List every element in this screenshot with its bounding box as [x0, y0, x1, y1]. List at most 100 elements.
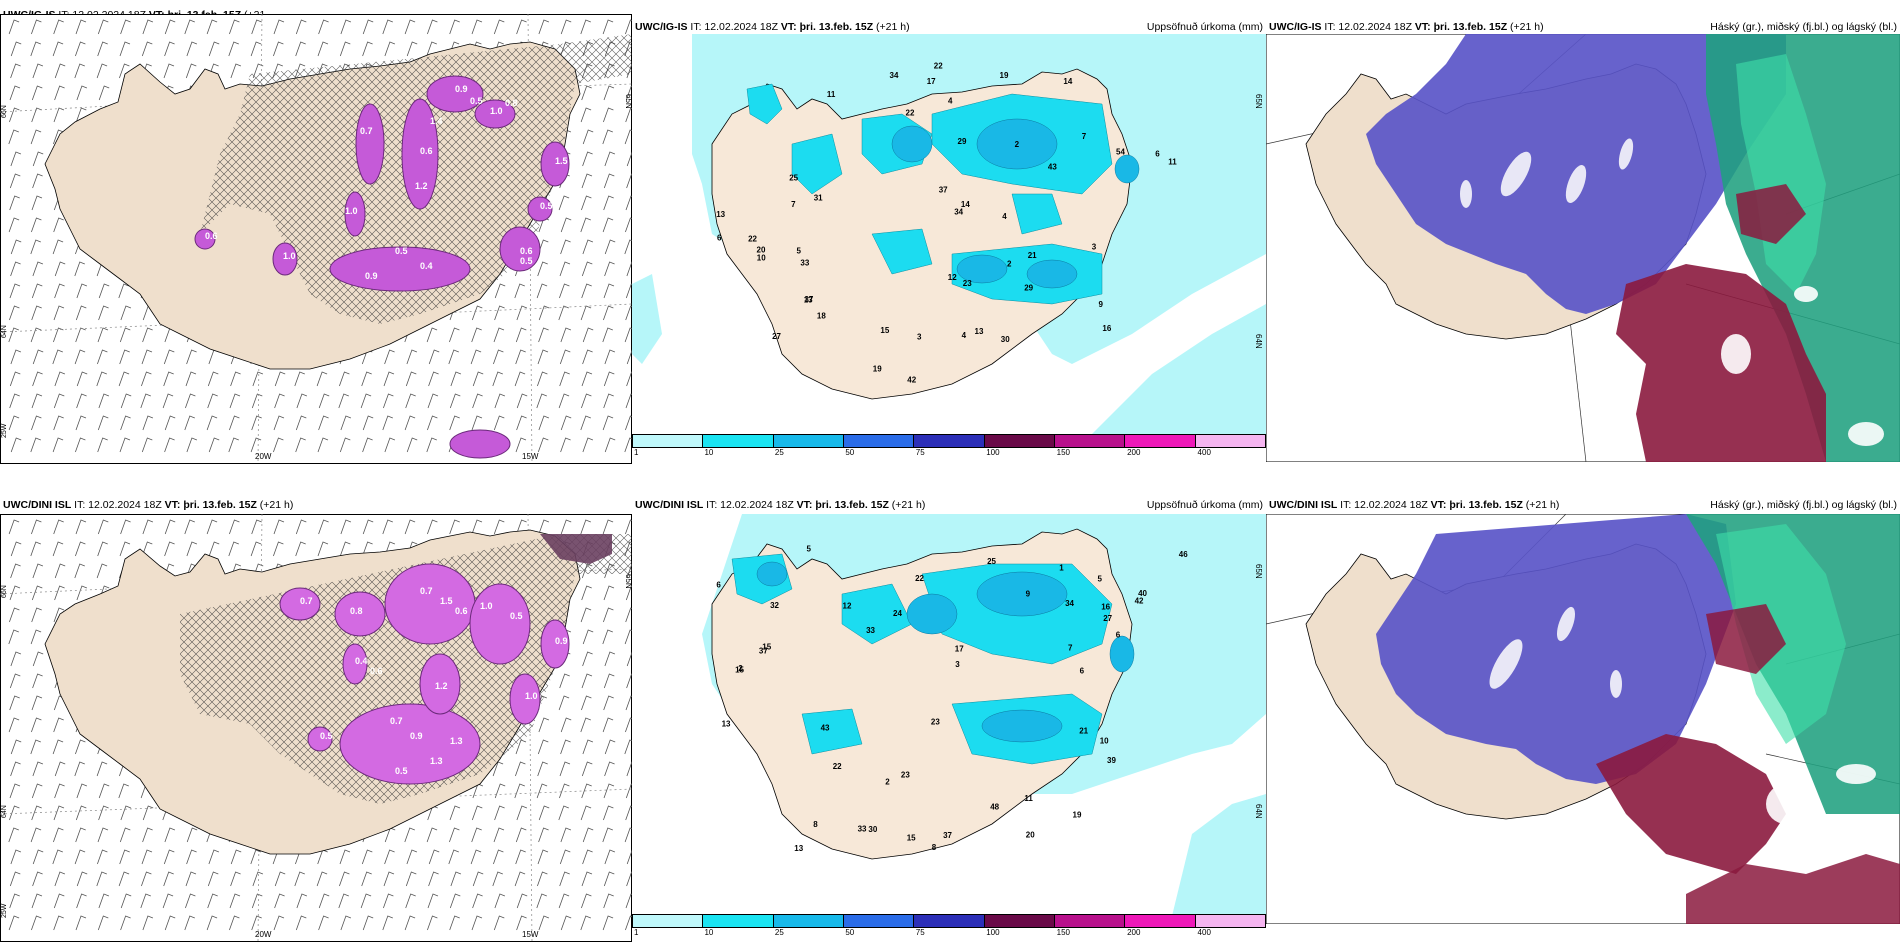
wind-barb [164, 827, 176, 843]
station-precip-value: 43 [821, 723, 830, 732]
station-precip-value: 24 [893, 609, 902, 618]
wind-barb [602, 415, 614, 431]
wind-barb [428, 849, 440, 865]
wind-barb [119, 541, 131, 557]
snow-value-label: 0.5 [395, 246, 408, 256]
wind-barb [493, 849, 504, 865]
wind-barb [8, 915, 20, 931]
wind-barb [339, 871, 350, 887]
snow-value-label: 0.4 [420, 261, 433, 271]
snow-value-label: 0.9 [365, 271, 378, 281]
wind-barb [31, 195, 43, 211]
wind-barb [52, 541, 64, 557]
wind-barb [142, 915, 154, 931]
wind-barb [54, 761, 66, 777]
wind-barb [603, 305, 614, 321]
wind-barb [32, 63, 44, 79]
low-cloud-area [1616, 264, 1826, 462]
snow-value-label: 0.5 [395, 766, 408, 776]
wind-barb [295, 541, 306, 557]
wind-barb [141, 437, 153, 453]
wind-barb [162, 393, 174, 409]
station-precip-value: 23 [931, 717, 940, 726]
wind-barb [339, 541, 351, 557]
wind-barb [603, 871, 615, 887]
cloud-gaps [1460, 138, 1634, 208]
wind-barb [9, 173, 21, 189]
snow-value-label: 1.0 [525, 691, 538, 701]
wind-barb [537, 871, 548, 887]
wind-barb [470, 849, 482, 865]
snow-value-label: 1.5 [555, 156, 568, 166]
wind-barb [96, 761, 108, 777]
wind-barb [602, 327, 613, 343]
wind-barb [10, 349, 22, 365]
station-precip-value: 42 [907, 376, 916, 385]
cloud-variable-title: Háský (gr.), miðský (fj.bl.) og lágský (… [1710, 499, 1897, 511]
wind-barb [536, 893, 547, 909]
wind-barb [120, 19, 131, 35]
wind-barb [516, 415, 527, 431]
wind-barb [560, 739, 571, 755]
wind-barb [9, 871, 21, 887]
wind-barb [406, 437, 418, 453]
wind-barb [471, 415, 483, 431]
legend-tick-label: 400 [1197, 928, 1211, 937]
legend-tick-label: 200 [1127, 928, 1141, 937]
snow-value-label: 0.6 [420, 146, 433, 156]
wind-barb [206, 415, 218, 431]
snow-value-label: 0.9 [555, 636, 568, 646]
wind-barb [624, 327, 632, 343]
station-precip-value: 18 [817, 312, 826, 321]
wind-barb [273, 19, 285, 35]
wind-barb [10, 151, 22, 167]
cloud-gaps [1489, 606, 1622, 698]
wind-barb [560, 519, 572, 535]
lat-label-66n: 66N [1, 585, 8, 598]
dark-snow-area [540, 534, 612, 564]
wind-barb [54, 871, 66, 887]
wind-barb [626, 349, 632, 365]
precip-light-area-sea [1172, 794, 1266, 916]
wind-barb [404, 415, 416, 431]
wind-barb [119, 41, 131, 57]
wind-barb [537, 371, 548, 387]
legend-swatch [914, 915, 985, 927]
wind-barb [516, 805, 528, 821]
wind-barb [560, 327, 572, 343]
init-time: IT: 12.02.2024 18Z [1340, 499, 1428, 511]
wind-barb [603, 783, 615, 799]
wind-barb [626, 673, 632, 689]
wind-barb [580, 415, 591, 431]
station-precip-value: 6 [1155, 149, 1160, 158]
wind-barb [32, 871, 43, 887]
wind-barb [75, 415, 87, 431]
wind-barb [449, 415, 460, 431]
wind-barb [626, 173, 632, 189]
wind-barb [273, 41, 284, 57]
wind-barb [273, 915, 285, 931]
wind-barb [76, 393, 87, 409]
wind-barb [340, 915, 352, 931]
wind-barb [53, 107, 65, 123]
valid-time: VT: þri. 13.feb. 15Z [1430, 499, 1523, 511]
station-precip-value: 13 [722, 719, 731, 728]
wind-barb [404, 827, 415, 843]
wind-barb [250, 541, 262, 557]
wind-barb [31, 519, 42, 535]
wind-barb [97, 437, 108, 453]
model-name: UWC/IG-IS [635, 21, 688, 33]
wind-barb [30, 739, 41, 755]
station-precip-value: 2 [738, 664, 743, 673]
wind-barb [97, 349, 108, 365]
station-precip-value: 5 [1098, 575, 1103, 584]
wind-barb [339, 437, 351, 453]
wind-barb [96, 63, 108, 79]
wind-barb [118, 371, 130, 387]
station-precip-value: 33 [858, 824, 867, 833]
wind-barb [98, 893, 110, 909]
init-time: IT: 12.02.2024 18Z [690, 21, 778, 33]
wind-barb [604, 849, 616, 865]
wind-barb [362, 519, 374, 535]
